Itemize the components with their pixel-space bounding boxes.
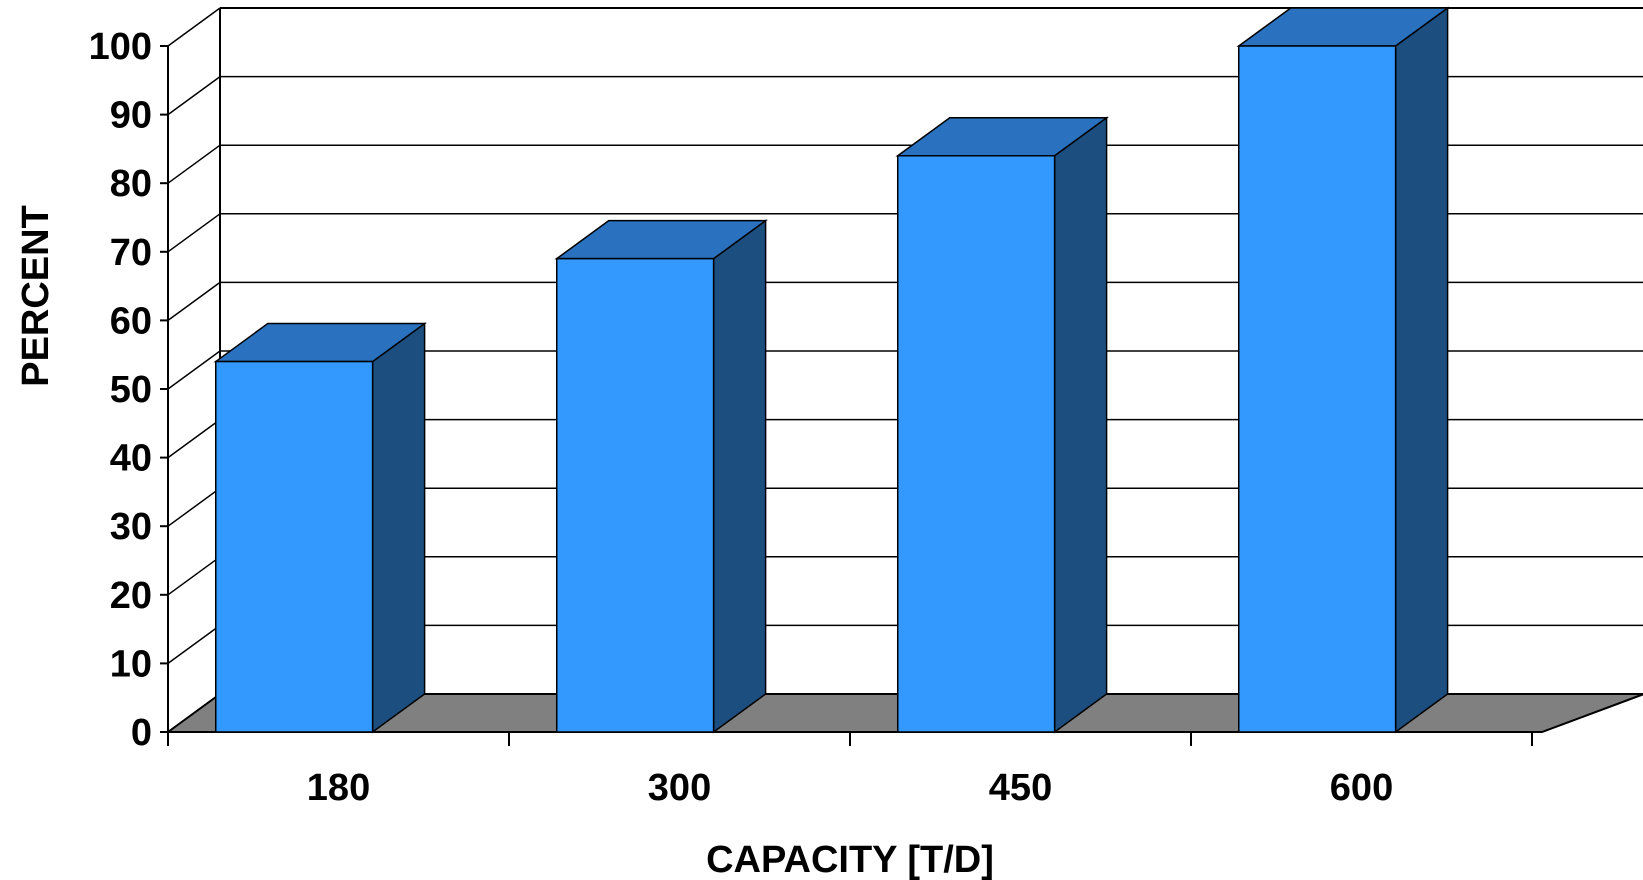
y-axis <box>160 45 169 733</box>
bar-front-face <box>896 155 1056 733</box>
side-wall-gridline <box>167 7 221 47</box>
side-wall-gridline <box>167 144 221 184</box>
y-tick-label: 30 <box>110 506 152 548</box>
bar <box>213 322 427 734</box>
side-wall-gridline <box>167 213 221 253</box>
side-wall-gridline <box>167 281 221 322</box>
bar-side-face <box>371 322 426 734</box>
bar <box>554 219 768 734</box>
side-wall-gridline <box>167 350 221 390</box>
side-wall-gridline <box>167 75 221 116</box>
y-tick-label: 60 <box>110 300 152 342</box>
bar-front-face <box>1237 45 1397 733</box>
y-tick-label: 0 <box>131 712 152 754</box>
y-tick-labels: 0 10 20 30 40 50 60 70 80 90 100 <box>89 26 152 754</box>
bar <box>1236 6 1450 734</box>
y-tick-label: 40 <box>110 438 152 480</box>
bar-side-face <box>1394 6 1449 734</box>
side-wall-gridline <box>167 487 221 527</box>
x-tick-label: 300 <box>648 767 711 809</box>
bars <box>213 6 1450 734</box>
x-tick-label: 450 <box>989 767 1052 809</box>
y-tick-label: 90 <box>110 95 152 137</box>
y-axis-title: PERCENT <box>15 205 57 387</box>
bar-side-face <box>712 219 767 734</box>
y-tick-label: 50 <box>110 369 152 411</box>
x-tick-label: 600 <box>1330 767 1393 809</box>
x-tick-label: 180 <box>307 767 370 809</box>
side-wall-gridline <box>167 624 221 665</box>
bar-front-face <box>214 360 374 733</box>
x-axis <box>167 731 1533 746</box>
x-axis-title: CAPACITY [T/D] <box>706 839 994 880</box>
side-wall-gridline <box>167 556 221 596</box>
y-tick-label: 100 <box>89 26 152 68</box>
y-tick-label: 80 <box>110 163 152 205</box>
y-tick-label: 70 <box>110 232 152 274</box>
x-tick-labels: 180 300 450 600 <box>307 767 1393 809</box>
side-wall-gridline <box>167 418 221 459</box>
bar-front-face <box>555 257 715 733</box>
bar <box>895 116 1109 734</box>
y-tick-label: 20 <box>110 575 152 617</box>
bar-side-face <box>1053 116 1108 734</box>
y-tick-label: 10 <box>110 643 152 685</box>
